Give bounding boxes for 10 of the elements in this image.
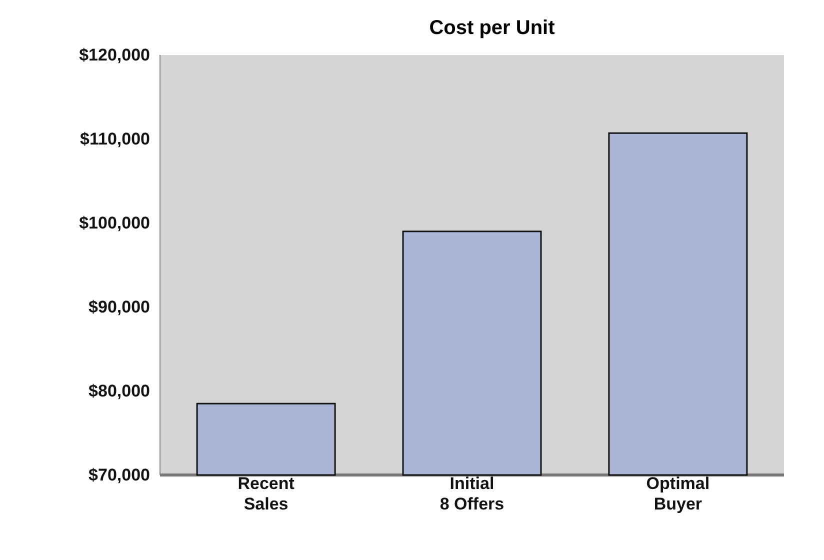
- y-tick-label: $70,000: [88, 465, 150, 484]
- y-tick-label: $90,000: [88, 297, 150, 316]
- y-tick-label: $110,000: [80, 129, 150, 148]
- y-tick-label: $100,000: [79, 213, 150, 232]
- x-tick-label: Optimal Buyer: [646, 474, 710, 514]
- y-tick-label: $120,000: [79, 45, 150, 64]
- y-tick-label: $80,000: [88, 381, 150, 400]
- x-tick-label: Recent Sales: [238, 474, 295, 514]
- x-tick-label: Initial 8 Offers: [440, 474, 504, 514]
- chart-title: Cost per Unit: [429, 17, 556, 39]
